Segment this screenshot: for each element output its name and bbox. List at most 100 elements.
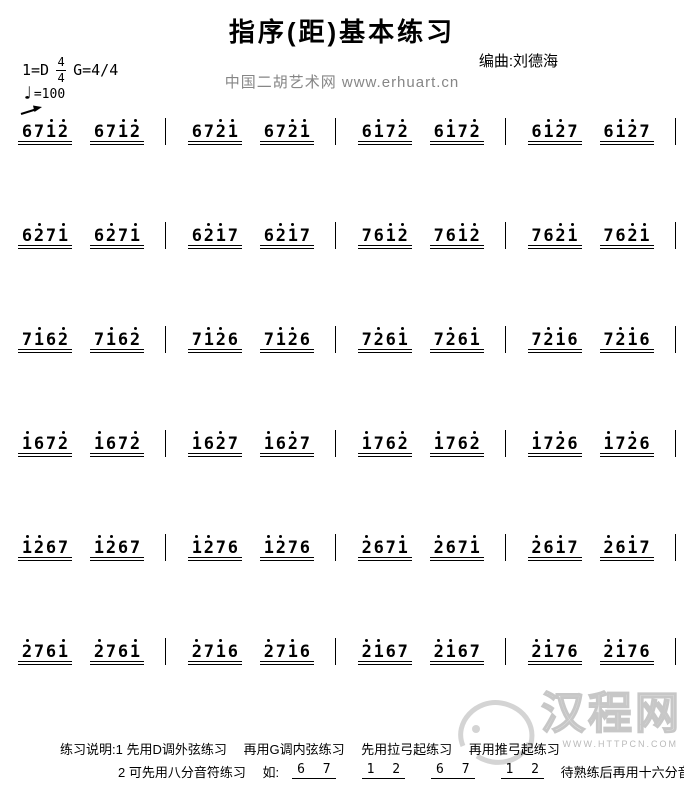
note-digit: 1 — [287, 642, 298, 662]
note: 1 — [373, 639, 385, 661]
octave-dot-icon — [535, 535, 539, 538]
note: 2 — [627, 431, 639, 453]
note-digit: 1 — [385, 226, 396, 246]
note-digit: 2 — [615, 330, 626, 350]
note: 6 — [361, 119, 373, 141]
note-digit: 7 — [105, 122, 117, 142]
note-digit: 6 — [45, 642, 57, 662]
note: 2 — [275, 223, 287, 245]
line2-suffix: 待熟练后再用十六分音符练习 — [560, 765, 684, 780]
note: 2 — [555, 223, 567, 245]
note: 2 — [215, 327, 227, 349]
note-digit: 2 — [627, 226, 638, 246]
tempo-marking: ♩ =100 — [22, 85, 118, 103]
barline — [165, 534, 167, 561]
octave-dot-icon — [631, 327, 635, 330]
fraction-bar — [56, 69, 67, 71]
note: 2 — [555, 119, 567, 141]
note-digit: 6 — [21, 226, 33, 246]
octave-dot-icon — [473, 535, 477, 538]
note-digit: 6 — [385, 434, 396, 454]
note: 7 — [433, 327, 445, 349]
barline — [335, 638, 337, 665]
note: 2 — [33, 535, 45, 557]
note: 7 — [33, 639, 45, 661]
note-digit: 7 — [21, 330, 33, 350]
note-digit: 1 — [227, 122, 238, 142]
note: 6 — [567, 327, 579, 349]
note-digit: 1 — [21, 434, 33, 454]
note: 6 — [191, 119, 203, 141]
note-digit: 2 — [287, 330, 298, 350]
octave-dot-icon — [279, 327, 283, 330]
note: 7 — [275, 639, 287, 661]
note-digit: 2 — [275, 226, 286, 246]
octave-dot-icon — [559, 119, 563, 122]
note-digit: 7 — [567, 538, 578, 558]
note-digit: 2 — [203, 538, 214, 558]
note: 6 — [227, 535, 239, 557]
note-digit: 2 — [287, 434, 298, 454]
note-digit: 6 — [93, 122, 105, 142]
note: 2 — [287, 327, 299, 349]
note-digit: 7 — [93, 330, 105, 350]
note: 6 — [639, 639, 651, 661]
note: 1 — [397, 535, 409, 557]
note-digit: 1 — [105, 330, 117, 350]
note-digit: 2 — [33, 226, 45, 246]
note: 7 — [627, 639, 639, 661]
note-digit: 1 — [445, 122, 456, 142]
octave-dot-icon — [279, 535, 283, 538]
note: 2 — [397, 223, 409, 245]
note-digit: 2 — [21, 642, 33, 662]
note: 6 — [543, 223, 555, 245]
note: 2 — [603, 535, 615, 557]
note-digit: 1 — [615, 642, 626, 662]
note-digit: 6 — [373, 226, 384, 246]
note-digit: 1 — [215, 642, 226, 662]
octave-dot-icon — [401, 535, 405, 538]
bow-direction-arrow-icon — [20, 104, 44, 117]
note-digit: 7 — [567, 122, 578, 142]
note-digit: 2 — [555, 226, 566, 246]
note: 7 — [299, 223, 311, 245]
octave-dot-icon — [619, 327, 623, 330]
octave-dot-icon — [267, 431, 271, 434]
octave-dot-icon — [291, 327, 295, 330]
practice-note-line2: 2 可先用八分音符练习 如: 6 7 1 2 6 7 1 2 待熟练后再用十六分… — [118, 762, 684, 781]
note-digit: 6 — [33, 434, 45, 454]
note-digit: 2 — [129, 330, 141, 350]
note-digit: 7 — [433, 226, 444, 246]
octave-dot-icon — [559, 223, 563, 226]
octave-dot-icon — [631, 535, 635, 538]
note: 1 — [287, 639, 299, 661]
note: 1 — [117, 119, 129, 141]
note-digit: 1 — [433, 434, 444, 454]
note: 1 — [227, 119, 239, 141]
note: 2 — [433, 639, 445, 661]
eighth-note-pair: 6 7 — [431, 762, 475, 779]
note-digit: 7 — [555, 642, 566, 662]
barline — [674, 534, 676, 561]
